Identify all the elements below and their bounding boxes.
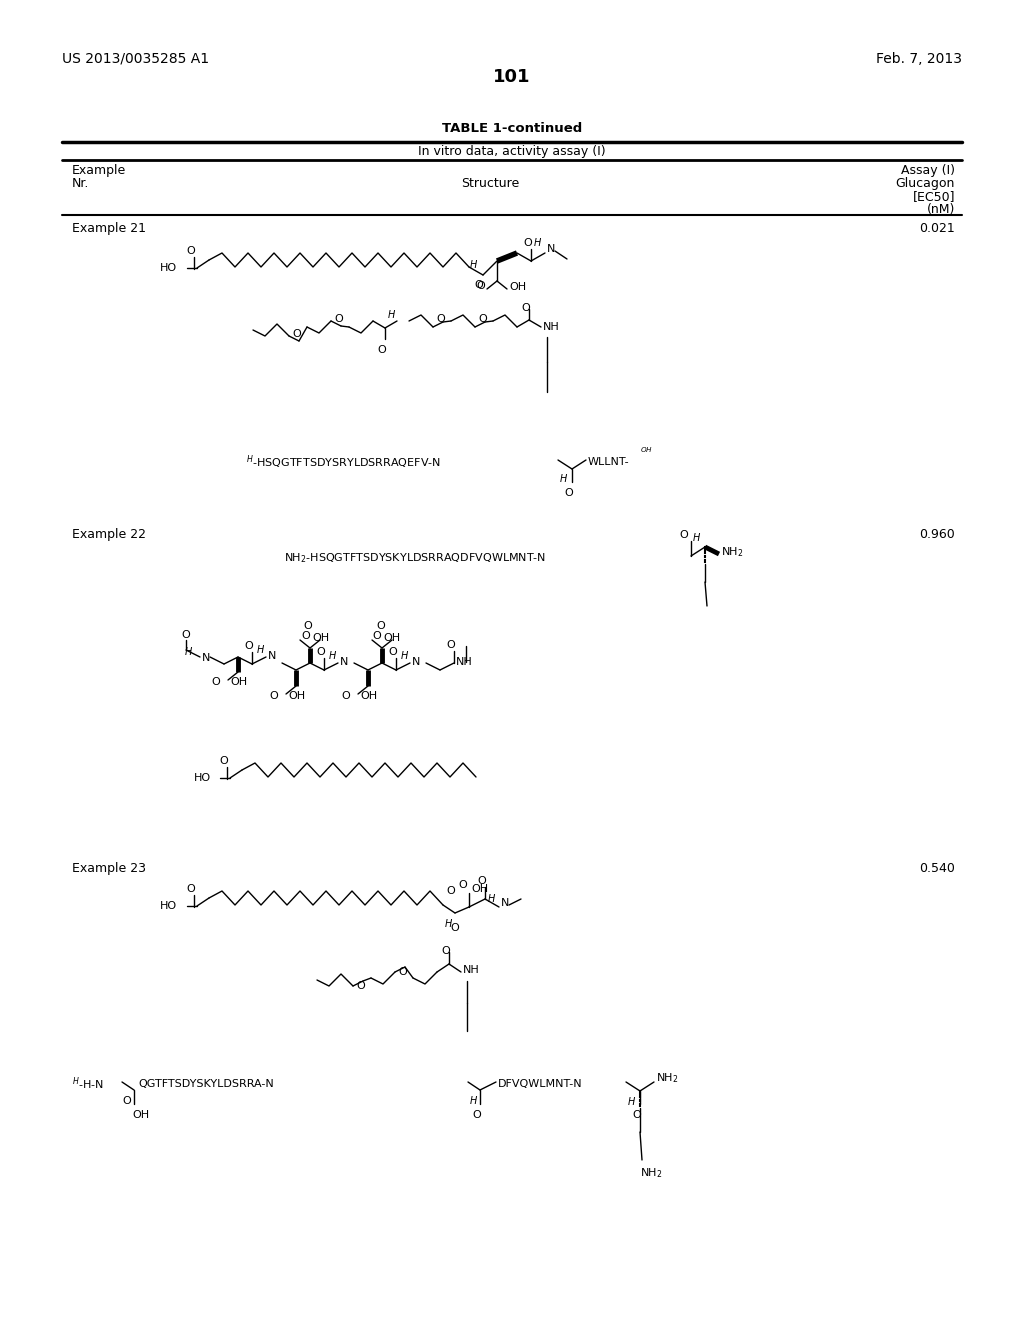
Text: 0.960: 0.960 (920, 528, 955, 541)
Text: OH: OH (230, 677, 247, 686)
Text: O: O (219, 756, 228, 766)
Text: DFVQWLMNT-N: DFVQWLMNT-N (498, 1078, 583, 1089)
Text: O: O (186, 884, 196, 894)
Text: OH: OH (509, 282, 526, 292)
Text: Feb. 7, 2013: Feb. 7, 2013 (876, 51, 962, 66)
Text: OH: OH (288, 690, 305, 701)
Text: $^{H}$-HSQGTFTSDYSRYLDSRRAQEFV-N: $^{H}$-HSQGTFTSDYSRYLDSRRAQEFV-N (246, 453, 441, 471)
Text: HO: HO (160, 263, 177, 273)
Text: Example 22: Example 22 (72, 528, 146, 541)
Text: O: O (334, 314, 343, 323)
Text: O: O (377, 620, 385, 631)
Text: H: H (559, 474, 566, 484)
Text: Assay (I): Assay (I) (901, 164, 955, 177)
Text: O: O (679, 531, 688, 540)
Text: O: O (301, 631, 310, 642)
Text: N: N (501, 898, 509, 908)
Text: H: H (469, 1096, 477, 1106)
Text: $^{OH}$: $^{OH}$ (640, 447, 653, 457)
Text: NH: NH (463, 965, 480, 975)
Text: O: O (441, 946, 451, 956)
Text: $^{H}$-H-N: $^{H}$-H-N (72, 1076, 103, 1093)
Text: O: O (398, 968, 407, 977)
Text: H: H (692, 533, 699, 543)
Text: NH: NH (543, 322, 560, 333)
Text: O: O (373, 631, 381, 642)
Text: HO: HO (194, 774, 211, 783)
Text: NH$_2$: NH$_2$ (640, 1166, 663, 1180)
Text: H: H (444, 919, 452, 929)
Text: US 2013/0035285 A1: US 2013/0035285 A1 (62, 51, 209, 66)
Text: O: O (523, 238, 532, 248)
Text: H: H (329, 651, 336, 661)
Text: QGTFTSDYSKYLDSRRA-N: QGTFTSDYSKYLDSRRA-N (138, 1078, 273, 1089)
Text: In vitro data, activity assay (I): In vitro data, activity assay (I) (418, 145, 606, 158)
Text: O: O (269, 690, 278, 701)
Text: H: H (487, 894, 495, 904)
Text: H: H (256, 645, 264, 655)
Text: NH$_2$: NH$_2$ (721, 545, 743, 558)
Text: O: O (459, 880, 467, 890)
Text: 101: 101 (494, 69, 530, 86)
Text: H: H (628, 1097, 635, 1107)
Text: N: N (340, 657, 348, 667)
Text: HO: HO (160, 902, 177, 911)
Text: Structure: Structure (461, 177, 519, 190)
Text: O: O (389, 647, 397, 657)
Text: N: N (412, 657, 421, 667)
Text: O: O (378, 345, 386, 355)
Text: OH: OH (383, 634, 400, 643)
Text: O: O (564, 488, 573, 498)
Text: O: O (478, 314, 486, 323)
Text: O: O (245, 642, 253, 651)
Text: 0.021: 0.021 (920, 222, 955, 235)
Text: Example: Example (72, 164, 126, 177)
Text: OH: OH (312, 634, 329, 643)
Text: O: O (476, 281, 485, 290)
Text: O: O (316, 647, 326, 657)
Text: NH: NH (456, 657, 473, 667)
Text: N: N (202, 653, 210, 663)
Text: O: O (292, 329, 301, 339)
Text: O: O (477, 876, 486, 886)
Text: O: O (341, 690, 350, 701)
Text: Example 23: Example 23 (72, 862, 146, 875)
Text: (nM): (nM) (927, 203, 955, 216)
Text: Nr.: Nr. (72, 177, 89, 190)
Text: N: N (268, 651, 276, 661)
Text: O: O (304, 620, 312, 631)
Text: H: H (534, 238, 541, 248)
Text: NH$_2$: NH$_2$ (656, 1071, 679, 1085)
Text: N: N (547, 244, 555, 253)
Text: [EC50]: [EC50] (912, 190, 955, 203)
Text: O: O (436, 314, 444, 323)
Text: O: O (181, 630, 190, 640)
Text: O: O (356, 981, 365, 991)
Text: OH: OH (471, 884, 488, 894)
Text: O: O (446, 640, 456, 649)
Text: NH$_2$-HSQGTFTSDYSKYLDSRRAQDFVQWLMNT-N: NH$_2$-HSQGTFTSDYSKYLDSRRAQDFVQWLMNT-N (284, 552, 546, 565)
Text: O: O (451, 923, 460, 933)
Text: O: O (521, 304, 530, 313)
Text: Glucagon: Glucagon (896, 177, 955, 190)
Text: TABLE 1-continued: TABLE 1-continued (442, 121, 582, 135)
Text: H: H (184, 647, 193, 657)
Text: 0.540: 0.540 (920, 862, 955, 875)
Text: O: O (123, 1096, 131, 1106)
Text: O: O (446, 886, 455, 896)
Text: OH: OH (360, 690, 377, 701)
Text: OH: OH (132, 1110, 150, 1119)
Text: H: H (400, 651, 408, 661)
Text: O: O (474, 280, 483, 290)
Text: H: H (469, 260, 477, 271)
Text: O: O (473, 1110, 481, 1119)
Text: WLLNT-: WLLNT- (588, 457, 630, 467)
Text: H: H (387, 310, 394, 319)
Text: O: O (633, 1110, 641, 1119)
Text: O: O (211, 677, 220, 686)
Text: Example 21: Example 21 (72, 222, 146, 235)
Text: O: O (186, 246, 196, 256)
